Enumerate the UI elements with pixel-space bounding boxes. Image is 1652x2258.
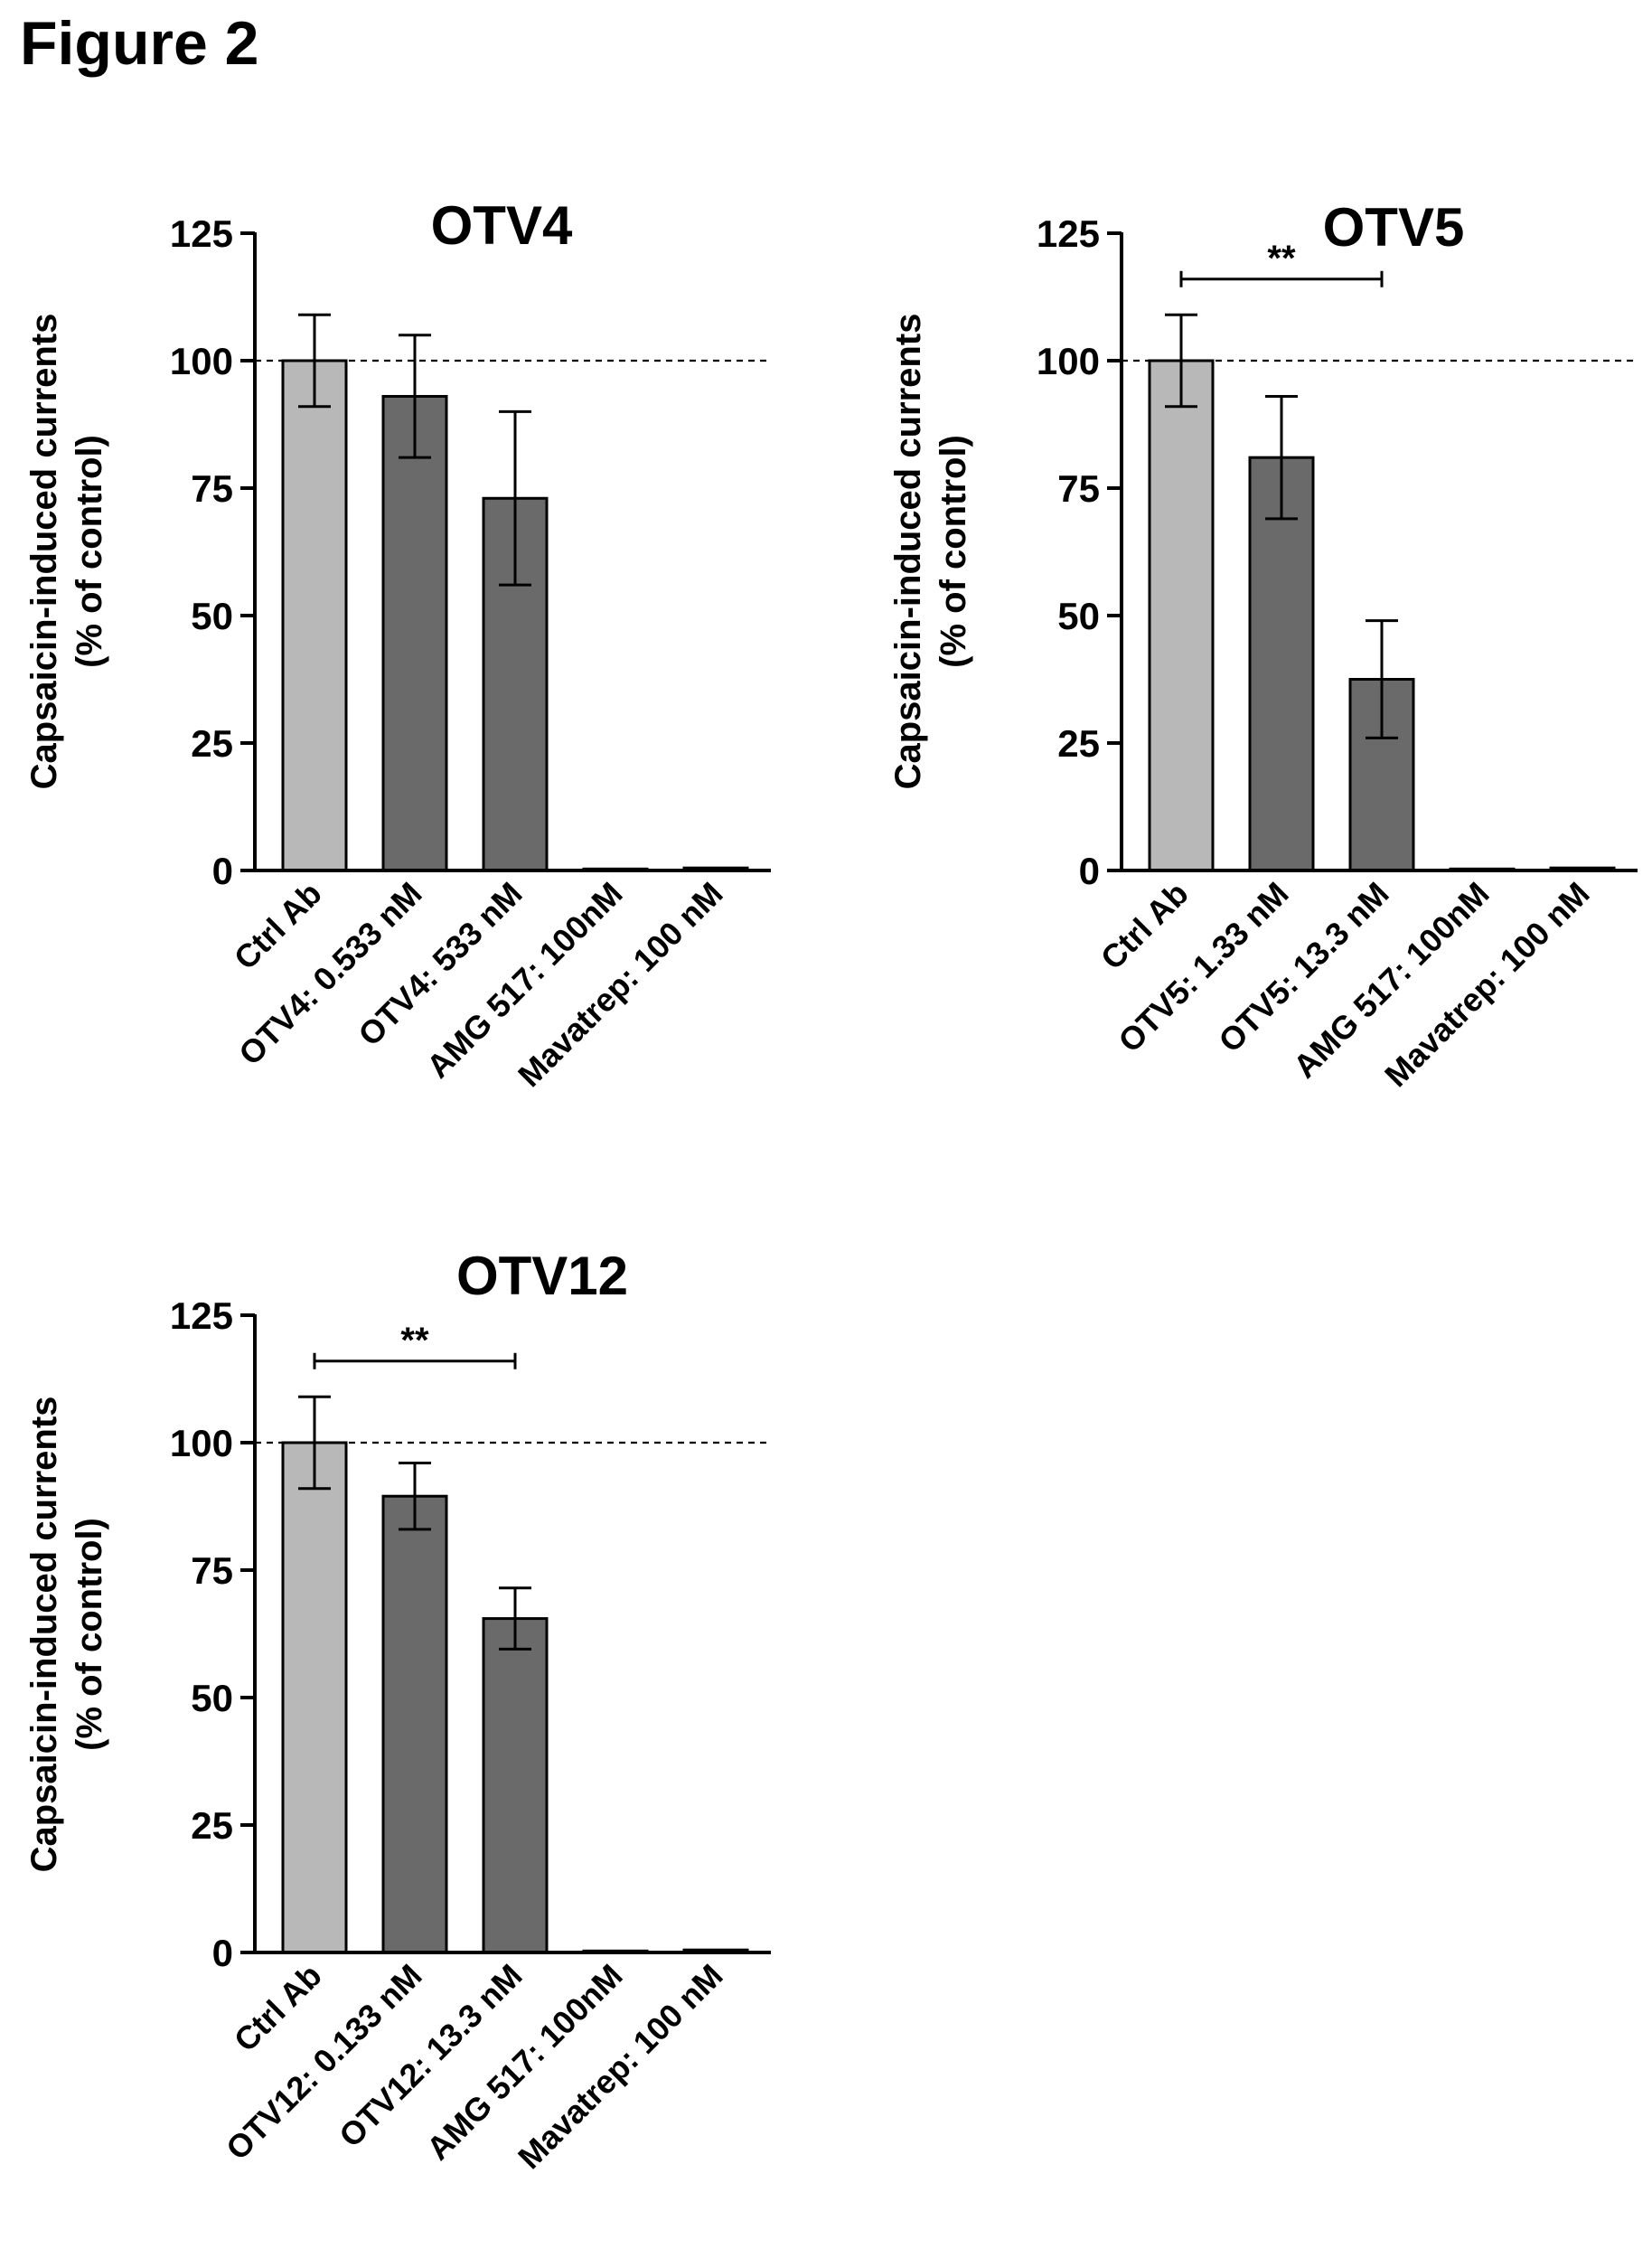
y-tick-label: 0 bbox=[1079, 850, 1100, 892]
x-tick-label: OTV5: 1.33 nM bbox=[1111, 875, 1295, 1059]
bar bbox=[1148, 359, 1215, 872]
chart-title: OTV5 bbox=[1323, 197, 1465, 258]
y-axis-label-line: (% of control) bbox=[934, 435, 973, 668]
chart-otv12: OTV12 Capsaicin-induced currents (% of con… bbox=[24, 1246, 771, 2176]
y-tick-label: 75 bbox=[1057, 467, 1100, 510]
y-tick-label: 25 bbox=[191, 1804, 233, 1847]
y-axis-label-line: Capsaicin-induced currents bbox=[24, 1397, 64, 1873]
chart-otv4: OTV4 Capsaicin-induced currents (% of cont… bbox=[24, 195, 771, 1094]
y-axis-label: Capsaicin-induced currents (% of control) bbox=[24, 1397, 109, 1873]
y-tick-label: 25 bbox=[1057, 722, 1100, 765]
bar bbox=[381, 1494, 448, 1954]
y-tick-label: 50 bbox=[1057, 595, 1100, 637]
y-axis-label: Capsaicin-induced currents (% of control) bbox=[24, 314, 109, 790]
y-tick-label: 50 bbox=[191, 595, 233, 637]
bar bbox=[482, 1617, 549, 1954]
y-tick-label: 100 bbox=[170, 1422, 233, 1464]
y-axis-label-line: Capsaicin-induced currents bbox=[888, 314, 928, 790]
y-tick-label: 75 bbox=[191, 1549, 233, 1592]
bar bbox=[281, 359, 348, 872]
y-tick-label: 50 bbox=[191, 1677, 233, 1719]
chart-title: OTV12 bbox=[456, 1246, 628, 1306]
y-tick-label: 125 bbox=[1037, 212, 1100, 255]
y-tick-label: 125 bbox=[170, 1294, 233, 1337]
significance-label: ** bbox=[1267, 239, 1296, 278]
y-axis-label-line: Capsaicin-induced currents bbox=[24, 314, 64, 790]
y-axis-label-line: (% of control) bbox=[70, 1518, 109, 1751]
y-tick-label: 100 bbox=[170, 340, 233, 382]
y-tick-label: 125 bbox=[170, 212, 233, 255]
bar bbox=[281, 1441, 348, 1954]
chart-title: OTV4 bbox=[431, 195, 573, 256]
y-axis-label-line: (% of control) bbox=[70, 435, 109, 668]
x-tick-label: Ctrl Ab bbox=[227, 1957, 329, 2059]
figure-title: Figure 2 bbox=[20, 9, 259, 78]
x-tick-label: OTV12: 13.3 nM bbox=[332, 1957, 530, 2155]
y-tick-label: 0 bbox=[212, 1932, 233, 1974]
y-axis-label: Capsaicin-induced currents (% of control) bbox=[888, 314, 973, 790]
y-tick-label: 100 bbox=[1037, 340, 1100, 382]
x-tick-label: OTV5: 13.3 nM bbox=[1211, 875, 1395, 1059]
y-tick-label: 25 bbox=[191, 722, 233, 765]
chart-otv5: OTV5 Capsaicin-induced currents (% of cont… bbox=[888, 197, 1638, 1094]
y-tick-label: 0 bbox=[212, 850, 233, 892]
bar bbox=[381, 394, 448, 872]
x-tick-label: Ctrl Ab bbox=[227, 875, 329, 977]
bar bbox=[1248, 456, 1315, 872]
significance-label: ** bbox=[400, 1321, 429, 1360]
x-tick-label: Ctrl Ab bbox=[1094, 875, 1196, 977]
y-tick-label: 75 bbox=[191, 467, 233, 510]
x-tick-label: OTV4: 0.533 nM bbox=[231, 875, 429, 1073]
